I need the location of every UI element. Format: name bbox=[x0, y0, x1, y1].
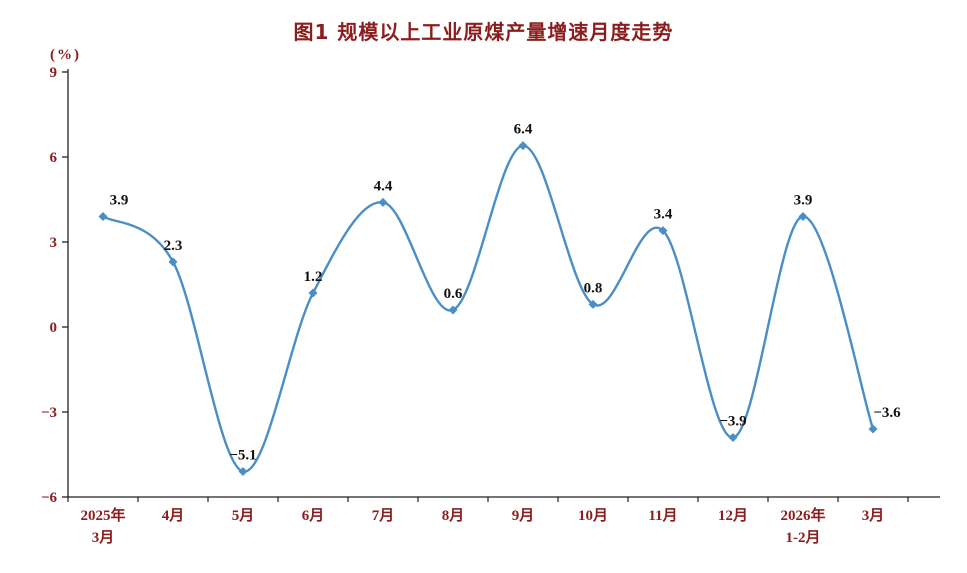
data-point-label: 4.4 bbox=[374, 178, 393, 194]
x-axis-category-label: 10月 bbox=[578, 507, 608, 524]
x-axis-category-label: 9月 bbox=[512, 507, 535, 524]
data-point-label: −3.6 bbox=[873, 405, 901, 421]
data-point-label: 6.4 bbox=[514, 122, 533, 138]
x-axis-category-label: 8月 bbox=[442, 507, 465, 524]
data-point-marker bbox=[98, 212, 108, 221]
data-point-label: 0.6 bbox=[444, 286, 463, 302]
data-point-marker bbox=[588, 299, 598, 309]
data-point-marker bbox=[658, 226, 668, 236]
x-axis-category-label: 1-2月 bbox=[786, 529, 821, 546]
y-axis-unit-label: (%) bbox=[50, 47, 81, 63]
x-axis-category-label: 11月 bbox=[648, 507, 677, 524]
x-axis-category-label: 5月 bbox=[232, 507, 255, 524]
x-axis-category-label: 6月 bbox=[302, 507, 325, 524]
x-axis-category-label: 2025年 bbox=[80, 506, 125, 524]
data-point-label: −3.9 bbox=[719, 414, 746, 430]
y-axis-tick-label: 0 bbox=[50, 320, 58, 336]
data-point-marker bbox=[378, 197, 388, 207]
x-axis-category-label: 2026年 bbox=[780, 506, 825, 524]
data-point-marker bbox=[798, 212, 808, 221]
x-axis-category-label: 4月 bbox=[162, 507, 185, 524]
data-point-marker bbox=[518, 141, 528, 151]
data-point-marker bbox=[448, 305, 458, 315]
data-line bbox=[101, 144, 875, 473]
data-point-label: 2.3 bbox=[164, 238, 183, 254]
y-axis-tick-label: −6 bbox=[41, 490, 58, 506]
data-point-label: 0.8 bbox=[584, 280, 603, 296]
data-point-label: 1.2 bbox=[304, 269, 323, 285]
data-point-marker bbox=[868, 424, 878, 434]
data-point-label: 3.4 bbox=[654, 207, 673, 223]
data-point-label: 3.9 bbox=[110, 193, 129, 209]
x-axis-category-label: 12月 bbox=[718, 507, 748, 524]
x-axis-category-label: 7月 bbox=[372, 507, 395, 524]
y-axis-tick-label: −3 bbox=[41, 405, 57, 421]
data-point-label: −5.1 bbox=[229, 448, 256, 464]
x-axis-category-label: 3月 bbox=[862, 507, 885, 524]
chart-title: 图1 规模以上工业原煤产量增速月度走势 bbox=[293, 20, 674, 44]
data-point-marker bbox=[238, 467, 248, 476]
y-axis-tick-label: 6 bbox=[50, 150, 58, 166]
x-axis-category-label: 3月 bbox=[92, 529, 115, 546]
y-axis-tick-label: 3 bbox=[50, 235, 58, 251]
data-point-label: 3.9 bbox=[794, 193, 813, 209]
data-point-marker bbox=[728, 433, 738, 442]
data-point-marker bbox=[308, 288, 318, 298]
y-axis-tick-label: 9 bbox=[50, 65, 58, 81]
data-point-marker bbox=[168, 257, 178, 267]
